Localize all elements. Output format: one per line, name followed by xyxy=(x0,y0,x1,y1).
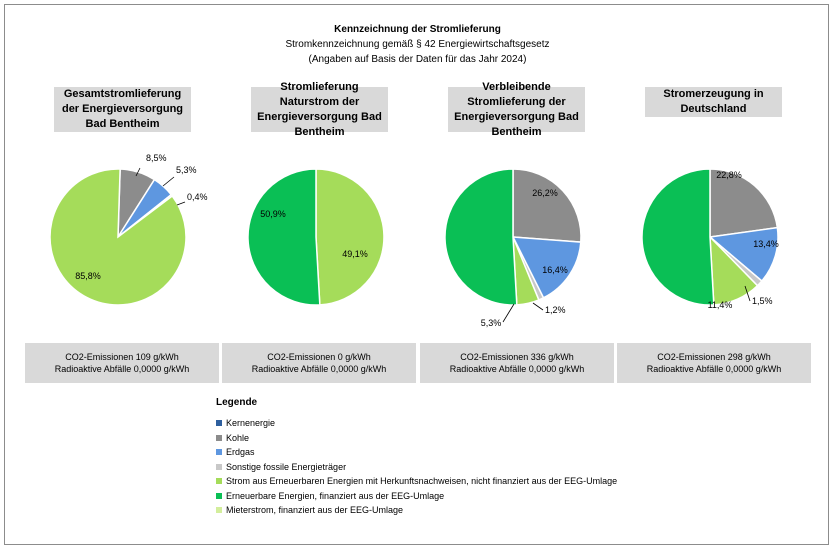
co2-emissions-2: CO2-Emissionen 0 g/kWh xyxy=(267,352,371,362)
pie-3-label-kohle: 26,2% xyxy=(532,188,558,198)
pie-4-slice-ee-eeg xyxy=(641,168,715,306)
pie-1-label-kohle: 8,5% xyxy=(146,153,167,163)
pie-1-leader-line xyxy=(162,176,175,187)
pie-3-leader-line xyxy=(532,302,544,311)
pie-3-slice-ee-eeg xyxy=(444,168,518,306)
legend-label: Sonstige fossile Energieträger xyxy=(226,461,347,472)
pie-4-slice-kohle xyxy=(709,168,779,238)
pie-1-title: Gesamtstromlieferung der Energieversorgu… xyxy=(54,87,191,132)
pie-3-title: Verbleibende Stromlieferung der Energiev… xyxy=(448,81,585,138)
legend-title: Legende xyxy=(216,397,258,408)
legend-item-strom-ee-hkn: Strom aus Erneuerbaren Energien mit Herk… xyxy=(216,474,617,489)
legend-item-kernenergie: Kernenergie xyxy=(216,416,617,431)
chart-subtitle-2: (Angaben auf Basis der Daten für das Jah… xyxy=(308,54,527,65)
emissions-box-4: CO2-Emissionen 298 g/kWh Radioaktive Abf… xyxy=(617,343,811,383)
pie-3-leader-line xyxy=(502,303,515,323)
legend-swatch xyxy=(216,492,222,499)
legend-item-erdgas: Erdgas xyxy=(216,445,617,460)
pie-1-leader-line xyxy=(176,201,186,206)
legend-item-ee-eeg: Erneuerbare Energien, finanziert aus der… xyxy=(216,489,617,504)
legend-item-sonstige-fossile: Sonstige fossile Energieträger xyxy=(216,460,617,475)
pie-2-slice-ee-eeg xyxy=(247,168,321,306)
legend-swatch xyxy=(216,420,222,427)
radioactive-waste-2: Radioaktive Abfälle 0,0000 g/kWh xyxy=(251,364,387,374)
legend: Legende Kernenergie Kohle Erdgas Sonstige f… xyxy=(216,397,617,518)
pie-4-leader-line xyxy=(744,285,751,302)
legend-items: Kernenergie Kohle Erdgas Sonstige fossile E… xyxy=(216,416,617,518)
pie-1-slice-strom-ee-hkn xyxy=(49,168,187,306)
chart-subtitle: Stromkennzeichnung gemäß § 42 Energiewir… xyxy=(285,39,550,50)
emissions-box-1: CO2-Emissionen 109 g/kWh Radioaktive Abf… xyxy=(25,343,219,383)
legend-item-kohle: Kohle xyxy=(216,431,617,446)
co2-emissions-1: CO2-Emissionen 109 g/kWh xyxy=(65,352,179,362)
pie-1-label-strom-ee-hkn: 85,8% xyxy=(75,271,101,281)
pie-3-slice-erdgas xyxy=(511,236,582,299)
chart-frame xyxy=(4,4,829,545)
pie-3-label-sonstige-fossile: 1,2% xyxy=(545,305,566,315)
pie-1-label-erdgas: 5,3% xyxy=(176,165,197,175)
legend-swatch xyxy=(216,434,222,441)
pie-1-label-sonstige-fossile: 0,4% xyxy=(187,192,208,202)
legend-swatch xyxy=(216,507,222,514)
pie-4-label-strom-ee-hkn: 11,4% xyxy=(708,300,733,310)
pie-4-slice-erdgas xyxy=(708,226,779,283)
pie-4-label-sonstige-fossile: 1,5% xyxy=(752,296,773,306)
legend-swatch xyxy=(216,463,222,470)
pie-2-slice-strom-ee-hkn xyxy=(315,168,385,306)
pie-4-title: Stromerzeugung in Deutschland xyxy=(645,87,782,117)
co2-emissions-3: CO2-Emissionen 336 g/kWh xyxy=(460,352,574,362)
pie-4-label-erdgas: 13,4% xyxy=(753,239,779,249)
co2-emissions-4: CO2-Emissionen 298 g/kWh xyxy=(657,352,771,362)
legend-swatch xyxy=(216,478,222,485)
pie-2-label-ee-eeg: 50,9% xyxy=(260,209,286,219)
chart-title: Kennzeichnung der Stromlieferung xyxy=(334,24,501,35)
radioactive-waste-3: Radioaktive Abfälle 0,0000 g/kWh xyxy=(449,364,585,374)
emissions-box-2: CO2-Emissionen 0 g/kWh Radioaktive Abfäl… xyxy=(222,343,416,383)
emissions-box-3: CO2-Emissionen 336 g/kWh Radioaktive Abf… xyxy=(420,343,614,383)
legend-label: Erneuerbare Energien, finanziert aus der… xyxy=(226,490,445,501)
legend-label: Kernenergie xyxy=(226,418,276,429)
pie-1-leader-line xyxy=(135,167,141,177)
legend-label: Mieterstrom, finanziert aus der EEG-Umla… xyxy=(226,505,404,516)
legend-swatch xyxy=(216,449,222,456)
pie-3-label-strom-ee-hkn: 5,3% xyxy=(481,318,502,328)
legend-label: Kohle xyxy=(226,432,250,443)
legend-label: Erdgas xyxy=(226,447,255,458)
legend-item-mieterstrom: Mieterstrom, finanziert aus der EEG-Umla… xyxy=(216,503,617,518)
radioactive-waste-4: Radioaktive Abfälle 0,0000 g/kWh xyxy=(646,364,782,374)
pie-3-slice-kohle xyxy=(512,168,582,243)
pie-3-label-erdgas: 16,4% xyxy=(542,265,568,275)
pie-4-label-kohle: 22,8% xyxy=(716,170,742,180)
legend-label: Strom aus Erneuerbaren Energien mit Herk… xyxy=(226,476,618,487)
header: Kennzeichnung der Stromlieferung Stromke… xyxy=(0,22,835,67)
radioactive-waste-1: Radioaktive Abfälle 0,0000 g/kWh xyxy=(54,364,190,374)
pie-2-label-strom-ee-hkn: 49,1% xyxy=(342,249,368,259)
